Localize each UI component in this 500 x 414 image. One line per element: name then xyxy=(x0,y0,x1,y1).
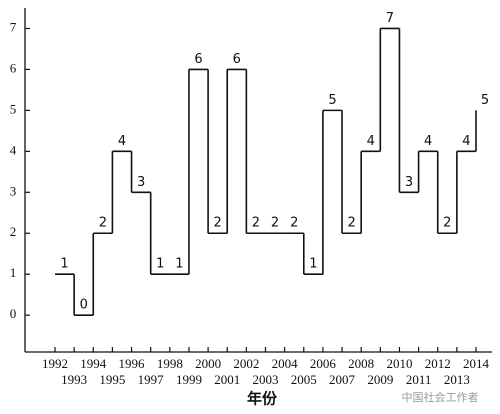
x-tick-label: 2007 xyxy=(329,372,356,387)
x-tick-label: 2005 xyxy=(291,372,317,387)
value-label: 1 xyxy=(175,257,183,272)
value-label: 2 xyxy=(99,216,107,231)
value-label: 1 xyxy=(156,257,164,272)
value-label: 6 xyxy=(233,52,241,67)
value-label: 3 xyxy=(405,175,413,190)
value-label: 7 xyxy=(386,11,394,26)
value-label: 2 xyxy=(271,216,279,231)
x-tick-label: 2004 xyxy=(272,356,299,371)
value-label: 4 xyxy=(424,134,432,149)
x-tick-label: 2003 xyxy=(253,372,279,387)
x-tick-label: 2014 xyxy=(463,356,490,371)
x-tick-label: 1999 xyxy=(176,372,202,387)
watermark: 中国社会工作者 xyxy=(402,390,479,404)
x-axis-title: 年份 xyxy=(247,390,278,408)
value-label: 4 xyxy=(367,134,375,149)
y-tick-label: 0 xyxy=(10,306,17,321)
value-label: 2 xyxy=(347,216,355,231)
value-label: 4 xyxy=(462,134,470,149)
y-tick-label: 7 xyxy=(10,19,17,34)
x-tick-label: 2002 xyxy=(233,356,259,371)
x-tick-label: 1993 xyxy=(61,372,87,387)
x-tick-label: 2001 xyxy=(214,372,240,387)
value-label: 4 xyxy=(118,134,126,149)
value-label: 2 xyxy=(443,216,451,231)
x-tick-label: 2012 xyxy=(425,356,451,371)
y-tick-label: 2 xyxy=(10,224,17,239)
value-label: 6 xyxy=(194,52,202,67)
x-tick-label: 1994 xyxy=(80,356,107,371)
value-label: 1 xyxy=(309,257,317,272)
x-tick-label: 1995 xyxy=(99,372,125,387)
y-tick-label: 5 xyxy=(10,101,17,116)
x-tick-label: 2008 xyxy=(348,356,374,371)
y-tick-label: 1 xyxy=(10,265,17,280)
value-label: 2 xyxy=(252,216,260,231)
value-label: 0 xyxy=(80,298,88,313)
x-tick-label: 1997 xyxy=(138,372,165,387)
value-label: 3 xyxy=(137,175,145,190)
value-label: 5 xyxy=(328,93,336,108)
x-tick-label: 1998 xyxy=(157,356,183,371)
y-tick-label: 4 xyxy=(10,142,17,157)
y-tick-label: 6 xyxy=(10,60,17,75)
x-tick-label: 2011 xyxy=(406,372,432,387)
x-tick-label: 2009 xyxy=(367,372,393,387)
x-tick-label: 2013 xyxy=(444,372,470,387)
x-tick-label: 2006 xyxy=(310,356,337,371)
value-label: 5 xyxy=(481,93,489,108)
value-label: 1 xyxy=(60,257,68,272)
x-tick-label: 2000 xyxy=(195,356,221,371)
value-label: 2 xyxy=(214,216,222,231)
y-tick-label: 3 xyxy=(10,183,17,198)
x-tick-label: 1992 xyxy=(42,356,68,371)
x-tick-label: 2010 xyxy=(386,356,412,371)
value-label: 2 xyxy=(290,216,298,231)
x-tick-label: 1996 xyxy=(119,356,146,371)
